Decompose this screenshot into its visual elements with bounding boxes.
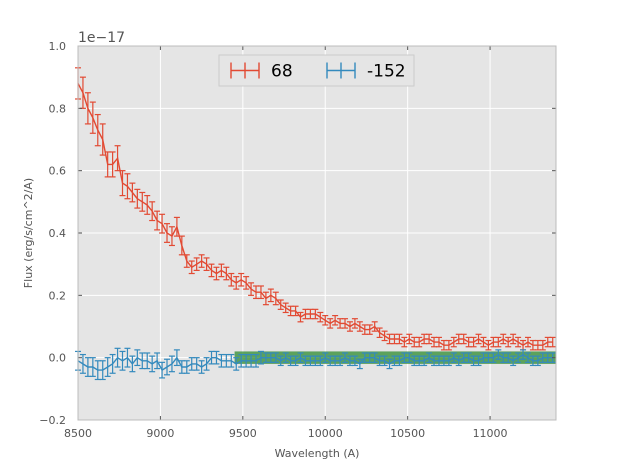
y-tick-label: 0.2 bbox=[49, 289, 67, 302]
legend-label: -152 bbox=[367, 62, 406, 82]
x-tick-label: 11000 bbox=[473, 427, 508, 440]
y-tick-label: 0.0 bbox=[49, 352, 67, 365]
x-tick-label: 9000 bbox=[146, 427, 174, 440]
series-line bbox=[77, 83, 553, 347]
y-tick-label: 0.4 bbox=[49, 227, 67, 240]
x-axis-label: Wavelength (A) bbox=[275, 447, 360, 460]
x-tick-label: 8500 bbox=[64, 427, 92, 440]
y-tick-label: −0.2 bbox=[39, 414, 66, 427]
y-axis-label: Flux (erg/s/cm^2/A) bbox=[22, 178, 35, 288]
x-tick-label: 9500 bbox=[229, 427, 257, 440]
series-layer bbox=[75, 67, 556, 381]
x-tick-label: 10500 bbox=[390, 427, 425, 440]
legend-entry-2: -152 bbox=[326, 62, 406, 82]
y-tick-label: 0.6 bbox=[49, 165, 67, 178]
plot-frame bbox=[77, 45, 557, 421]
series-line bbox=[77, 353, 553, 372]
legend-entry-1: 68 bbox=[230, 62, 293, 82]
ticks: 8500 9000 9500 10000 10500 11000 −0.2 0.0 0.2 0.4… bbox=[39, 40, 557, 440]
legend: 68 -152 bbox=[218, 54, 415, 87]
y-tick-label: 0.8 bbox=[49, 102, 67, 115]
y-tick-label: 1.0 bbox=[49, 40, 67, 53]
legend-label: 68 bbox=[271, 62, 293, 82]
y-offset-label: 1e−17 bbox=[78, 30, 125, 46]
x-tick-label: 10000 bbox=[308, 427, 343, 440]
